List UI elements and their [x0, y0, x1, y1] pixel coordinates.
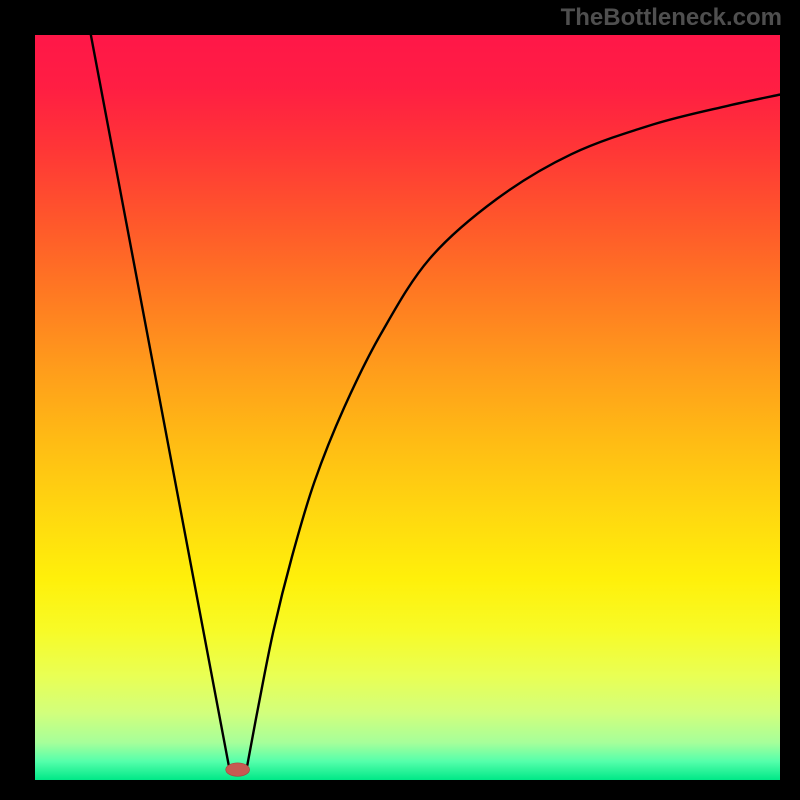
watermark-text: TheBottleneck.com	[561, 4, 782, 32]
chart-svg	[35, 35, 780, 780]
optimum-marker	[226, 763, 250, 776]
chart-frame: TheBottleneck.com	[0, 0, 800, 800]
gradient-background	[35, 35, 780, 780]
plot-area	[35, 35, 780, 780]
